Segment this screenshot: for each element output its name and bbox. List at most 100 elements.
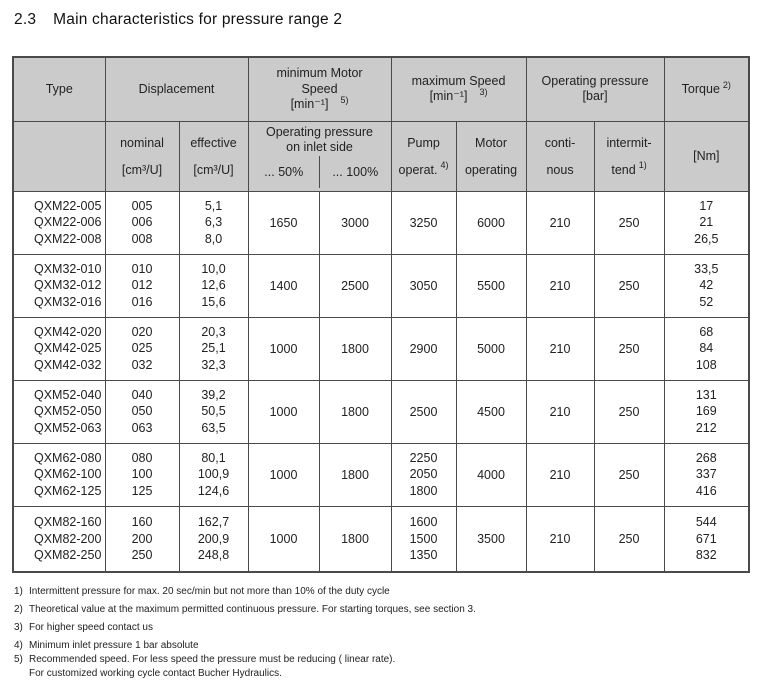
cell-pump-operat: 1600 1500 1350 — [390, 505, 457, 573]
cell-motor-operating: 5500 — [455, 253, 527, 318]
footnote-ref-5: 5) — [340, 94, 349, 105]
cell-continuous: 210 — [525, 379, 595, 444]
page-title: 2.3 Main characteristics for pressure ra… — [0, 0, 761, 29]
header-inlet-100: ... 100% — [319, 155, 391, 188]
footnote-5-continued: For customized working cycle contact Buc… — [29, 668, 282, 679]
cell-speed-100: 1800 — [318, 316, 392, 381]
header-torque: Torque 2) — [663, 56, 750, 122]
header-torque-unit: [Nm] — [663, 120, 750, 192]
cell-speed-100: 1800 — [318, 442, 392, 507]
cell-nominal: 080 100 125 — [104, 442, 180, 507]
cell-nominal: 160 200 250 — [104, 505, 180, 573]
cell-torque: 17 21 26,5 — [663, 190, 750, 255]
cell-torque: 131 169 212 — [663, 379, 750, 444]
cell-continuous: 210 — [525, 190, 595, 255]
cell-intermittent: 250 — [593, 379, 665, 444]
cell-torque: 544 671 832 — [663, 505, 750, 573]
footnote-2: 2) Theoretical value at the maximum perm… — [14, 604, 476, 615]
cell-speed-50: 1650 — [247, 190, 320, 255]
cell-pump-operat: 2250 2050 1800 — [390, 442, 457, 507]
table-header: Type Displacement minimum Motor Speed [m… — [12, 56, 750, 192]
cell-effective: 10,0 12,6 15,6 — [178, 253, 249, 318]
cell-speed-50: 1000 — [247, 505, 320, 573]
header-row-1: Type Displacement minimum Motor Speed [m… — [12, 56, 750, 122]
footnote-1: 1) Intermittent pressure for max. 20 sec… — [14, 586, 390, 597]
cell-motor-operating: 3500 — [455, 505, 527, 573]
cell-type: QXM52-040 QXM52-050 QXM52-063 — [12, 379, 106, 444]
cell-nominal: 020 025 032 — [104, 316, 180, 381]
cell-speed-100: 3000 — [318, 190, 392, 255]
cell-type: QXM22-005 QXM22-006 QXM22-008 — [12, 190, 106, 255]
header-operating-pressure: Operating pressure [bar] — [525, 56, 665, 122]
cell-continuous: 210 — [525, 505, 595, 573]
cell-effective: 162,7 200,9 248,8 — [178, 505, 249, 573]
cell-intermittent: 250 — [593, 253, 665, 318]
header-inlet-pressure: Operating pressure on inlet side ... 50%… — [247, 120, 392, 192]
header-motor-operating: Motor operating — [455, 120, 527, 192]
cell-speed-100: 2500 — [318, 253, 392, 318]
cell-effective: 80,1 100,9 124,6 — [178, 442, 249, 507]
cell-pump-operat: 2500 — [390, 379, 457, 444]
characteristics-table: Type Displacement minimum Motor Speed [m… — [12, 56, 751, 573]
cell-speed-100: 1800 — [318, 379, 392, 444]
cell-motor-operating: 6000 — [455, 190, 527, 255]
header-max-speed: maximum Speed [min⁻¹] 3) — [390, 56, 527, 122]
cell-effective: 20,3 25,1 32,3 — [178, 316, 249, 381]
table-row-qxm42: QXM42-020 QXM42-025 QXM42-032 020 025 03… — [12, 316, 750, 381]
cell-intermittent: 250 — [593, 190, 665, 255]
footnote-ref-4: 4) — [440, 160, 449, 171]
cell-intermittent: 250 — [593, 442, 665, 507]
cell-intermittent: 250 — [593, 316, 665, 381]
cell-pump-operat: 3050 — [390, 253, 457, 318]
cell-pump-operat: 3250 — [390, 190, 457, 255]
cell-motor-operating: 4500 — [455, 379, 527, 444]
header-type-empty — [12, 120, 106, 192]
cell-type: QXM62-080 QXM62-100 QXM62-125 — [12, 442, 106, 507]
cell-speed-50: 1000 — [247, 379, 320, 444]
table-row-qxm32: QXM32-010 QXM32-012 QXM32-016 010 012 01… — [12, 253, 750, 318]
header-continuous: conti- nous — [525, 120, 595, 192]
footnote-5: 5) Recommended speed. For less speed the… — [14, 654, 396, 665]
cell-speed-50: 1000 — [247, 442, 320, 507]
cell-nominal: 005 006 008 — [104, 190, 180, 255]
footnote-ref-1: 1) — [638, 160, 647, 171]
footnote-ref-3: 3) — [479, 87, 488, 98]
cell-continuous: 210 — [525, 253, 595, 318]
header-pump-operat: Pump operat. 4) — [390, 120, 457, 192]
header-type: Type — [12, 56, 106, 122]
table-row-qxm52: QXM52-040 QXM52-050 QXM52-063 040 050 06… — [12, 379, 750, 444]
cell-torque: 68 84 108 — [663, 316, 750, 381]
cell-effective: 39,2 50,5 63,5 — [178, 379, 249, 444]
cell-motor-operating: 5000 — [455, 316, 527, 381]
cell-speed-50: 1400 — [247, 253, 320, 318]
table-row-qxm82: QXM82-160 QXM82-200 QXM82-250 160 200 25… — [12, 505, 750, 573]
cell-nominal: 040 050 063 — [104, 379, 180, 444]
cell-type: QXM82-160 QXM82-200 QXM82-250 — [12, 505, 106, 573]
cell-intermittent: 250 — [593, 505, 665, 573]
footnote-4: 4) Minimum inlet pressure 1 bar absolute — [14, 640, 199, 651]
cell-speed-50: 1000 — [247, 316, 320, 381]
table-row-qxm22: QXM22-005 QXM22-006 QXM22-008 005 006 00… — [12, 190, 750, 255]
cell-pump-operat: 2900 — [390, 316, 457, 381]
cell-speed-100: 1800 — [318, 505, 392, 573]
cell-torque: 268 337 416 — [663, 442, 750, 507]
cell-continuous: 210 — [525, 442, 595, 507]
cell-motor-operating: 4000 — [455, 442, 527, 507]
table-row-qxm62: QXM62-080 QXM62-100 QXM62-125 080 100 12… — [12, 442, 750, 507]
header-inlet-50: ... 50% — [264, 164, 304, 179]
cell-torque: 33,5 42 52 — [663, 253, 750, 318]
cell-effective: 5,1 6,3 8,0 — [178, 190, 249, 255]
header-effective: effective [cm³/U] — [178, 120, 249, 192]
cell-nominal: 010 012 016 — [104, 253, 180, 318]
footnote-ref-2: 2) — [722, 80, 731, 91]
header-min-motor-speed: minimum Motor Speed [min⁻¹] 5) — [247, 56, 392, 122]
section-number: 2.3 — [14, 11, 37, 28]
header-intermittent: intermit- tend 1) — [593, 120, 665, 192]
footnote-3: 3) For higher speed contact us — [14, 622, 153, 633]
header-row-2: nominal [cm³/U] effective [cm³/U] Operat… — [12, 120, 750, 192]
section-heading: Main characteristics for pressure range … — [53, 11, 343, 28]
header-nominal: nominal [cm³/U] — [104, 120, 180, 192]
cell-type: QXM32-010 QXM32-012 QXM32-016 — [12, 253, 106, 318]
header-displacement: Displacement — [104, 56, 249, 122]
cell-type: QXM42-020 QXM42-025 QXM42-032 — [12, 316, 106, 381]
